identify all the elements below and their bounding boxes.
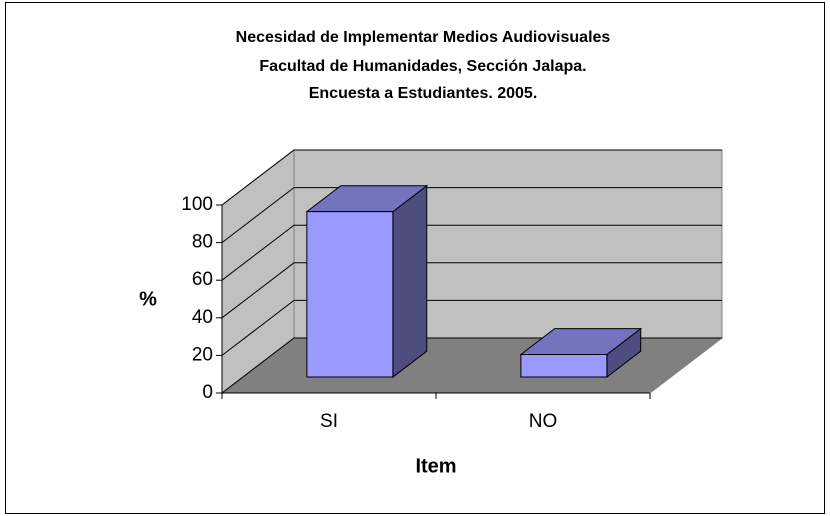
y-tick-label: 20: [192, 344, 213, 365]
x-axis-title: Item: [415, 455, 456, 477]
x-tick-label: NO: [529, 411, 558, 432]
chart-title: Encuesta a Estudiantes. 2005.: [309, 85, 538, 102]
y-axis-title: %: [139, 288, 157, 310]
chart-title: Facultad de Humanidades, Sección Jalapa.: [259, 58, 586, 75]
y-tick-label: 80: [192, 232, 213, 253]
bar: [306, 211, 394, 378]
bar-side: [392, 184, 428, 379]
grid-line: [221, 262, 722, 319]
grid-line: [221, 224, 722, 281]
y-tick-label: 100: [181, 194, 213, 215]
grid-line: [221, 149, 722, 206]
x-tick-label: SI: [320, 411, 338, 432]
chart-title: Necesidad de Implementar Medios Audiovis…: [236, 29, 611, 46]
y-tick-label: 0: [202, 382, 213, 403]
grid-line: [221, 187, 722, 243]
floor: [220, 337, 724, 394]
y-tick-label: 40: [192, 307, 213, 328]
y-tick-label: 60: [192, 269, 213, 290]
grid-line: [221, 299, 722, 356]
bar: [520, 353, 608, 378]
